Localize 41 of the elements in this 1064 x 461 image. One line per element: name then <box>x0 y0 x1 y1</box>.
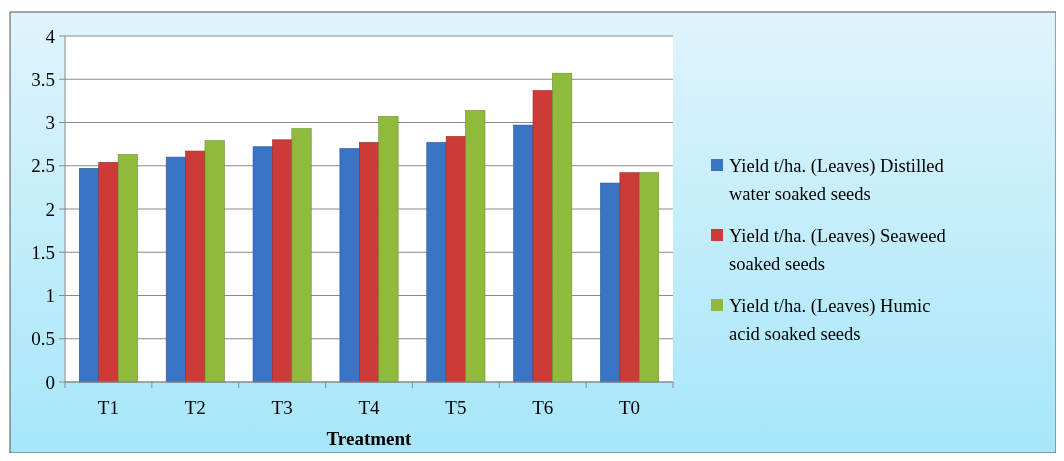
bar <box>98 161 119 383</box>
bar <box>185 150 206 383</box>
bar <box>552 72 573 383</box>
legend-label: Yield t/ha. (Leaves) Humic acid soaked seeds <box>729 296 931 345</box>
legend-label: Yield t/ha. (Leaves) Distilled water soaked seeds <box>729 156 945 205</box>
bar <box>638 172 659 383</box>
bar <box>378 116 399 383</box>
y-tick-label: 0.5 <box>31 328 55 350</box>
x-tick-label: T5 <box>445 397 467 418</box>
bar <box>465 110 486 383</box>
bar <box>339 148 360 383</box>
legend-label: Yield t/ha. (Leaves) Seaweed soaked seeds <box>729 226 947 275</box>
x-axis-title: Treatment <box>326 428 413 449</box>
x-tick-label: T3 <box>271 397 293 418</box>
bar <box>532 90 553 383</box>
bar <box>513 124 534 383</box>
y-tick-label: 1.5 <box>31 241 55 263</box>
bar <box>272 139 293 383</box>
bar <box>619 172 640 383</box>
y-tick-label: 4 <box>45 25 56 47</box>
y-tick-label: 3 <box>45 112 55 134</box>
x-tick-label: T2 <box>184 397 206 418</box>
y-tick-label: 2.5 <box>31 155 55 177</box>
bar <box>600 182 621 383</box>
x-tick-label: T4 <box>358 397 381 418</box>
bar <box>79 168 100 383</box>
x-tick-label: T6 <box>532 397 554 418</box>
y-tick-label: 0 <box>45 371 55 393</box>
bar <box>165 156 186 383</box>
bar <box>117 154 138 383</box>
y-tick-label: 3.5 <box>31 68 55 90</box>
bar <box>204 140 225 383</box>
x-tick-label: T1 <box>97 397 119 418</box>
bar <box>445 136 466 383</box>
y-tick-label: 2 <box>45 198 55 220</box>
bar <box>252 146 273 383</box>
bar <box>291 128 312 383</box>
x-tick-label: T0 <box>619 397 641 418</box>
y-tick-label: 1 <box>45 285 55 307</box>
bar <box>359 142 379 383</box>
bar <box>426 142 447 383</box>
